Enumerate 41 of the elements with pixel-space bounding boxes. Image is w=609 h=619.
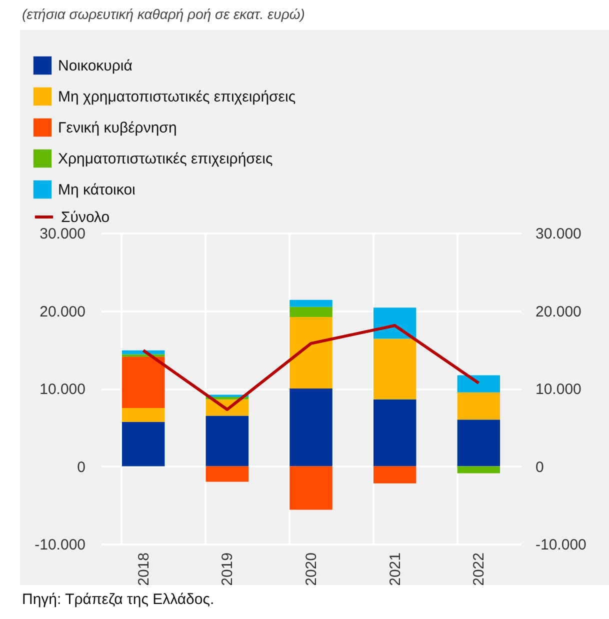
bar	[457, 392, 500, 420]
bar	[206, 466, 249, 482]
x-tick-label: 2021	[386, 552, 404, 586]
bar	[290, 388, 332, 466]
legend-label: Μη κάτοικοι	[58, 182, 136, 198]
bar	[373, 338, 416, 400]
legend-label: Σύνολο	[61, 209, 110, 226]
y2-tick-label: 0	[536, 458, 544, 476]
bar	[290, 306, 332, 317]
bar	[122, 422, 165, 466]
bar	[206, 416, 249, 466]
bar	[290, 300, 332, 307]
y-tick-label: -10.000	[34, 536, 86, 554]
x-tick-label: 2018	[135, 552, 152, 586]
x-tick-label: 2020	[303, 552, 320, 586]
y-tick-label: 0	[77, 458, 86, 476]
x-tick-label: 2019	[219, 552, 236, 586]
legend-label: Χρηματοπιστωτικές επιχειρήσεις	[58, 150, 273, 168]
legend-label: Γενική κυβέρνηση	[58, 120, 177, 136]
bar	[122, 356, 165, 408]
bar	[457, 466, 500, 474]
y2-tick-label: 20.000	[536, 303, 582, 320]
legend-label: Νοικοκυριά	[58, 58, 133, 74]
bar	[457, 420, 500, 466]
bar	[122, 408, 165, 422]
bar	[373, 466, 416, 484]
y2-tick-label: 10.000	[536, 381, 582, 398]
bar	[290, 316, 332, 388]
y-tick-label: 30.000	[40, 226, 86, 242]
text: Πηγή: Τράπεζα της Ελλάδος.	[22, 591, 214, 608]
x-tick-label: 2022	[470, 552, 488, 586]
bar	[290, 466, 332, 510]
y2-tick-label: -10.000	[536, 536, 586, 554]
chart-title: (ετήσια σωρευτική καθαρή ροή σε εκατ. ευρώ)	[22, 6, 305, 22]
y-tick-label: 20.000	[40, 303, 86, 320]
line-series	[142, 324, 480, 411]
y-tick-label: 10.000	[40, 381, 86, 398]
y2-tick-label: 30.000	[536, 226, 582, 242]
bar	[457, 375, 500, 392]
legend-label: Μη χρηματοπιστωτικές επιχειρήσεις	[58, 88, 296, 106]
bar	[373, 399, 416, 466]
